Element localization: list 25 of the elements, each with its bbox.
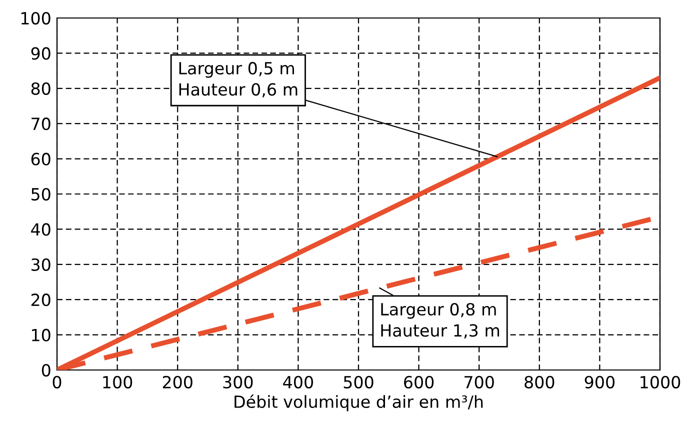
y-tick-label: 70 bbox=[32, 118, 50, 130]
x-tick-label: 800 bbox=[524, 376, 554, 388]
annotation: Largeur 0,8 m Hauteur 1,3 m bbox=[381, 302, 500, 338]
y-tick-label: 90 bbox=[31, 47, 50, 60]
y-tick-label: 20 bbox=[31, 294, 50, 306]
y-tick-label: 80 bbox=[31, 82, 50, 95]
x-tick-label: 0 bbox=[52, 376, 62, 388]
x-tick-label: 600 bbox=[404, 376, 434, 388]
y-tick-label: 30 bbox=[32, 258, 50, 271]
y-tick-label: 60 bbox=[31, 152, 50, 166]
y-tick-label: 40 bbox=[31, 223, 50, 236]
y-tick-label: 10 bbox=[32, 328, 50, 342]
x-tick-label: 500 bbox=[344, 376, 374, 388]
x-tick-label: 1000 bbox=[640, 376, 680, 388]
y-tick-label: 50 bbox=[32, 188, 50, 201]
y-tick-label: 100 bbox=[21, 12, 50, 25]
x-tick-label: 700 bbox=[464, 376, 494, 388]
x-tick-label: 400 bbox=[283, 376, 313, 388]
x-tick-label: 100 bbox=[103, 376, 132, 388]
x-axis-title: Débit volumique d’air en m³/h bbox=[234, 394, 483, 412]
x-tick-label: 300 bbox=[223, 376, 253, 388]
y-tick-label: 0 bbox=[42, 364, 50, 377]
annotation: Largeur 0,5 m Hauteur 0,6 m bbox=[179, 62, 298, 98]
x-tick-label: 900 bbox=[584, 376, 614, 388]
x-tick-label: 200 bbox=[162, 376, 192, 388]
